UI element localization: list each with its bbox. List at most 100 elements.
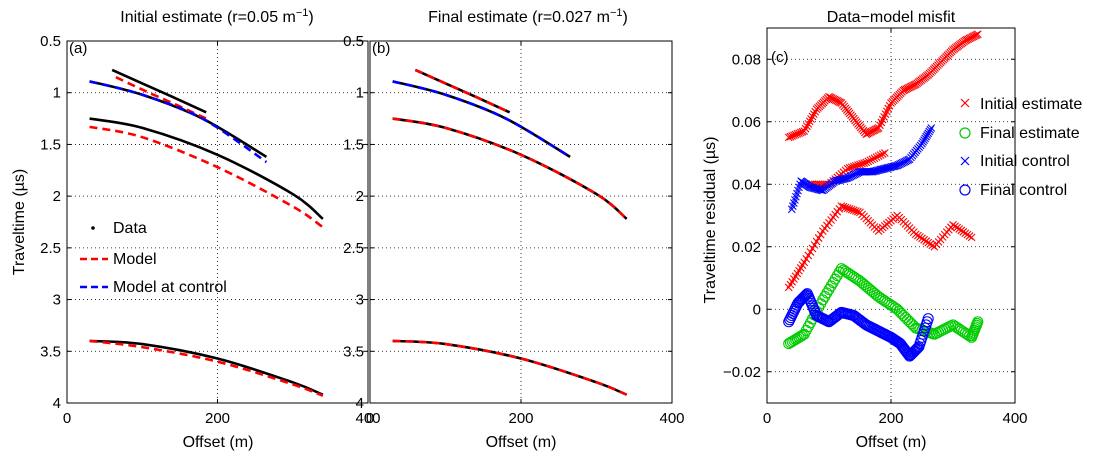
series-initial-estimate xyxy=(784,202,976,292)
marker-stroke xyxy=(891,161,900,170)
marker-stroke xyxy=(973,30,982,39)
marker-stroke xyxy=(847,205,856,214)
series-line-model xyxy=(392,117,628,220)
panel-c-xlabel: Offset (m) xyxy=(856,434,927,451)
marker-stroke xyxy=(845,164,854,172)
series-final-control xyxy=(783,288,934,362)
legend-initial-control-label: Initial control xyxy=(980,153,1070,170)
y-tick-label: −0.02 xyxy=(723,364,761,381)
panel-b-title: Final estimate (r=0.027 m−1) xyxy=(428,7,628,26)
marker-stroke xyxy=(800,127,809,136)
ticks-a: 0 200 400 0.5 1 1.5 2 2.5 3 3.5 4 xyxy=(40,33,380,427)
legend-initial-estimate-marker xyxy=(960,98,970,108)
y-tick-label: 1 xyxy=(356,85,364,102)
marker-stroke xyxy=(814,234,823,242)
x-tick-label: 0 xyxy=(366,410,374,427)
legend-c: Initial estimate Final estimate Initial … xyxy=(959,96,1082,199)
marker-x-initial-estimate xyxy=(876,151,885,159)
legend-initial-estimate-label: Initial estimate xyxy=(980,96,1082,113)
marker-x-initial-estimate xyxy=(872,153,881,162)
marker-stroke xyxy=(854,161,862,170)
y-tick-label: 0 xyxy=(753,301,761,318)
marker-stroke xyxy=(851,207,860,215)
series-line-model xyxy=(392,339,628,396)
series-line-model xyxy=(89,339,324,397)
marker-x-initial-estimate xyxy=(804,119,813,128)
series-c xyxy=(783,30,984,362)
marker-x-initial-estimate xyxy=(807,115,815,123)
marker-x-initial-estimate xyxy=(801,124,810,133)
marker-x-initial-estimate xyxy=(802,255,811,263)
series-line-data xyxy=(89,339,324,396)
marker-x-initial-estimate xyxy=(800,258,809,267)
marker-x-initial-estimate xyxy=(811,107,820,116)
series-a xyxy=(89,68,324,397)
marker-x-initial-estimate xyxy=(854,161,862,170)
marker-x-initial-estimate xyxy=(862,158,871,167)
y-tick-label: 1.5 xyxy=(343,136,364,153)
panel-b-xlabel: Offset (m) xyxy=(486,434,557,451)
marker-stroke xyxy=(874,152,883,161)
panel-a-xlabel: Offset (m) xyxy=(183,434,254,451)
marker-circle-final-estimate xyxy=(897,309,909,322)
panel-b-tag: (b) xyxy=(372,40,390,57)
marker-x-initial-estimate xyxy=(812,237,821,246)
marker-x-initial-estimate xyxy=(803,122,811,131)
marker-x-initial-estimate xyxy=(804,251,813,260)
panel-a: Initial estimate (r=0.05 m−1) (a) Offset… xyxy=(11,7,381,451)
marker-stroke xyxy=(804,251,813,260)
marker-stroke xyxy=(808,112,817,121)
y-tick-label: 2.5 xyxy=(40,240,61,257)
marker-x-initial-estimate xyxy=(808,244,817,253)
series-line-data xyxy=(392,117,628,220)
marker-x-initial-estimate xyxy=(856,160,864,169)
marker-x-initial-estimate xyxy=(808,112,817,121)
legend-a: Data Model Model at control xyxy=(80,220,227,296)
series-line-data xyxy=(111,68,207,114)
y-tick-label: 0.02 xyxy=(732,239,761,256)
y-tick-label: 3 xyxy=(356,292,364,309)
x-tick-label: 200 xyxy=(205,410,230,427)
marker-stroke xyxy=(967,233,976,242)
marker-x-initial-estimate xyxy=(805,117,814,126)
grid-c xyxy=(767,28,1015,403)
legend-model-label: Model xyxy=(113,251,157,268)
marker-stroke xyxy=(805,117,814,126)
marker-x-initial-estimate xyxy=(854,207,862,216)
y-tick-label: 0.06 xyxy=(732,114,761,131)
y-tick-label: 1 xyxy=(53,85,61,102)
marker-stroke xyxy=(858,159,866,168)
marker-x-initial-estimate xyxy=(880,149,889,157)
panel-a-tag: (a) xyxy=(69,40,87,57)
marker-stroke xyxy=(840,174,849,183)
marker-stroke xyxy=(868,155,877,164)
y-tick-label: 0.5 xyxy=(40,33,61,50)
marker-x-initial-estimate xyxy=(816,230,825,239)
y-tick-label: 3.5 xyxy=(343,343,364,360)
panel-a-ylabel: Traveltime (µs) xyxy=(11,169,28,275)
marker-stroke xyxy=(817,186,826,195)
marker-x-initial-estimate xyxy=(858,159,866,168)
marker-stroke xyxy=(866,156,875,165)
marker-x-initial-estimate xyxy=(845,164,854,172)
marker-circle-final-control xyxy=(798,291,810,303)
marker-stroke xyxy=(890,162,899,171)
marker-x-initial-estimate xyxy=(864,157,873,166)
marker-x-initial-estimate xyxy=(837,202,846,211)
legend-data-label: Data xyxy=(113,220,147,237)
y-tick-label: 2 xyxy=(356,188,364,205)
marker-circle-final-estimate xyxy=(891,303,903,315)
marker-stroke xyxy=(802,255,811,263)
marker-x-initial-estimate xyxy=(874,152,883,161)
marker-x-initial-estimate xyxy=(810,241,819,249)
series-line-model xyxy=(89,125,324,229)
marker-stroke xyxy=(843,204,852,213)
marker-circle-final-estimate xyxy=(893,305,905,317)
y-tick-label: 4 xyxy=(53,395,61,412)
marker-x-initial-estimate xyxy=(809,110,818,119)
marker-stroke xyxy=(803,122,811,131)
y-tick-label: 3 xyxy=(53,292,61,309)
series-line-data xyxy=(89,80,268,158)
marker-stroke xyxy=(872,153,881,162)
